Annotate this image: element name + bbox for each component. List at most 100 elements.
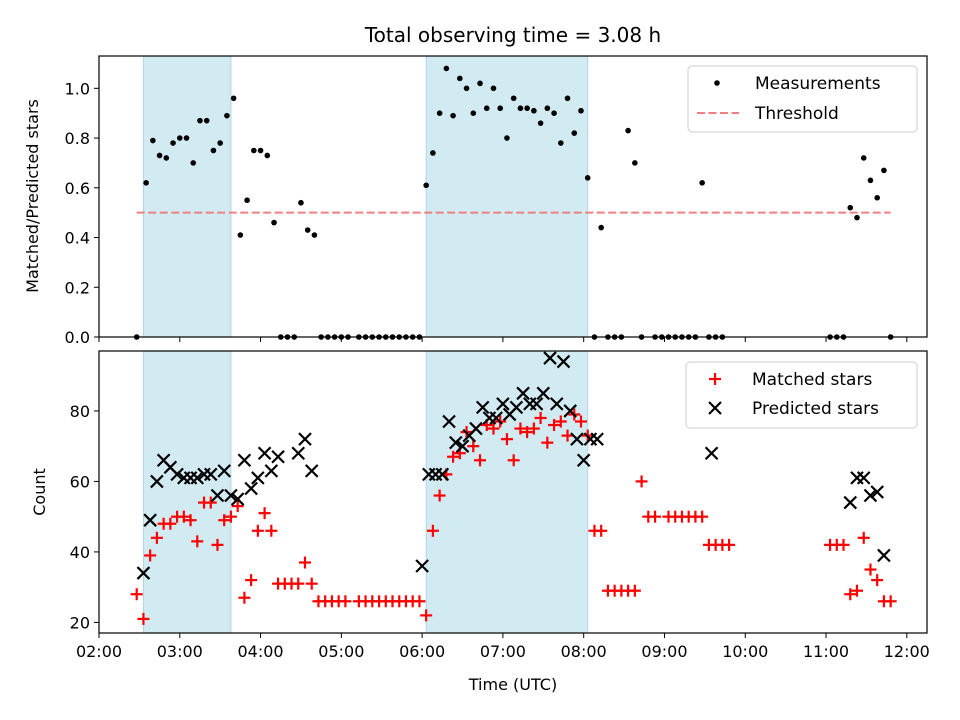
x-tick-label: 08:00 (561, 642, 607, 661)
legend-label-matched: Matched stars (752, 370, 872, 390)
data-point (507, 454, 520, 467)
shaded-interval-2 (425, 55, 589, 338)
data-point (150, 474, 164, 489)
data-point (136, 566, 151, 580)
data-point (264, 464, 279, 478)
data-point (258, 507, 271, 520)
data-point (514, 422, 527, 435)
data-point (447, 450, 460, 463)
data-point (217, 464, 231, 478)
data-point (516, 386, 530, 401)
data-point (517, 105, 524, 112)
y-tick-label: 60 (70, 472, 90, 491)
data-point (450, 112, 456, 119)
data-point (251, 471, 265, 485)
data-point (203, 467, 218, 482)
data-point (564, 95, 571, 102)
data-point (509, 400, 524, 415)
data-point (455, 439, 470, 453)
data-point (549, 397, 564, 411)
data-point (164, 517, 177, 530)
data-point (150, 137, 156, 144)
x-tick-label: 09:00 (641, 642, 687, 661)
data-point (844, 588, 857, 601)
series-predicted-stars (136, 351, 891, 580)
data-point (415, 559, 429, 573)
data-point (435, 467, 450, 482)
data-point (443, 65, 450, 72)
data-point (244, 197, 250, 204)
legend-label-predicted: Predicted stars (752, 399, 879, 419)
data-point (271, 219, 277, 226)
data-point (850, 584, 863, 597)
x-tick-label: 06:00 (399, 642, 445, 661)
data-point (863, 488, 878, 503)
data-point (426, 524, 439, 537)
data-point (244, 481, 258, 496)
data-point (245, 574, 258, 587)
data-point (176, 135, 183, 141)
data-point (224, 112, 230, 119)
top-panel: Total observing time = 3.08 h 0.00.20.40… (23, 23, 928, 347)
y-tick-label: 80 (70, 402, 90, 421)
data-point (177, 510, 190, 523)
data-point (864, 563, 877, 576)
y-axis-label: Count (30, 468, 49, 516)
y-tick-label: 20 (70, 613, 90, 632)
data-point (298, 199, 304, 206)
legend: Matched stars Predicted stars (685, 361, 918, 429)
shaded-intervals (142, 55, 589, 338)
data-point (210, 488, 225, 503)
data-point (224, 488, 238, 503)
data-point (291, 446, 306, 461)
series-layer (133, 65, 894, 340)
legend: Measurements Threshold (687, 65, 918, 133)
data-point (531, 107, 537, 114)
data-point (490, 85, 497, 92)
data-point (190, 160, 197, 166)
data-point (156, 152, 163, 159)
data-point (548, 419, 561, 432)
series-layer (130, 351, 897, 625)
data-point (339, 595, 352, 608)
y-tick-label: 40 (70, 543, 90, 562)
legend-marker-predicted (708, 401, 722, 415)
data-point (183, 135, 190, 141)
y-tick-label: 0.6 (65, 179, 90, 198)
data-point (537, 120, 544, 126)
data-point (874, 194, 880, 201)
data-point (265, 524, 278, 537)
x-tick-label: 04:00 (238, 642, 284, 661)
x-tick-label: 11:00 (803, 642, 849, 661)
data-point (271, 449, 285, 464)
data-point (210, 147, 217, 154)
data-point (163, 155, 170, 161)
legend-label-threshold: Threshold (754, 104, 839, 124)
data-point (203, 117, 210, 124)
data-point (311, 232, 318, 238)
plot-frame (98, 350, 928, 634)
data-point (150, 531, 163, 544)
data-point (170, 140, 176, 146)
legend-label-measurements: Measurements (755, 74, 881, 94)
data-point (170, 467, 184, 482)
data-point (856, 471, 871, 485)
data-point (847, 204, 854, 211)
data-point (504, 135, 510, 141)
data-point (489, 411, 503, 425)
y-ticks: 20 40 60 80 (70, 402, 99, 632)
data-point (563, 404, 577, 418)
data-point (867, 177, 874, 184)
data-point (218, 514, 231, 527)
legend-box (685, 361, 918, 429)
data-point (257, 446, 272, 461)
data-point (423, 182, 429, 189)
y-ticks: 0.0 0.2 0.4 0.6 0.8 1.0 (65, 79, 99, 347)
data-point (483, 105, 490, 112)
data-point (598, 224, 604, 231)
data-point (292, 577, 305, 590)
data-point (475, 400, 490, 415)
data-point (881, 167, 887, 174)
data-point (877, 548, 891, 563)
